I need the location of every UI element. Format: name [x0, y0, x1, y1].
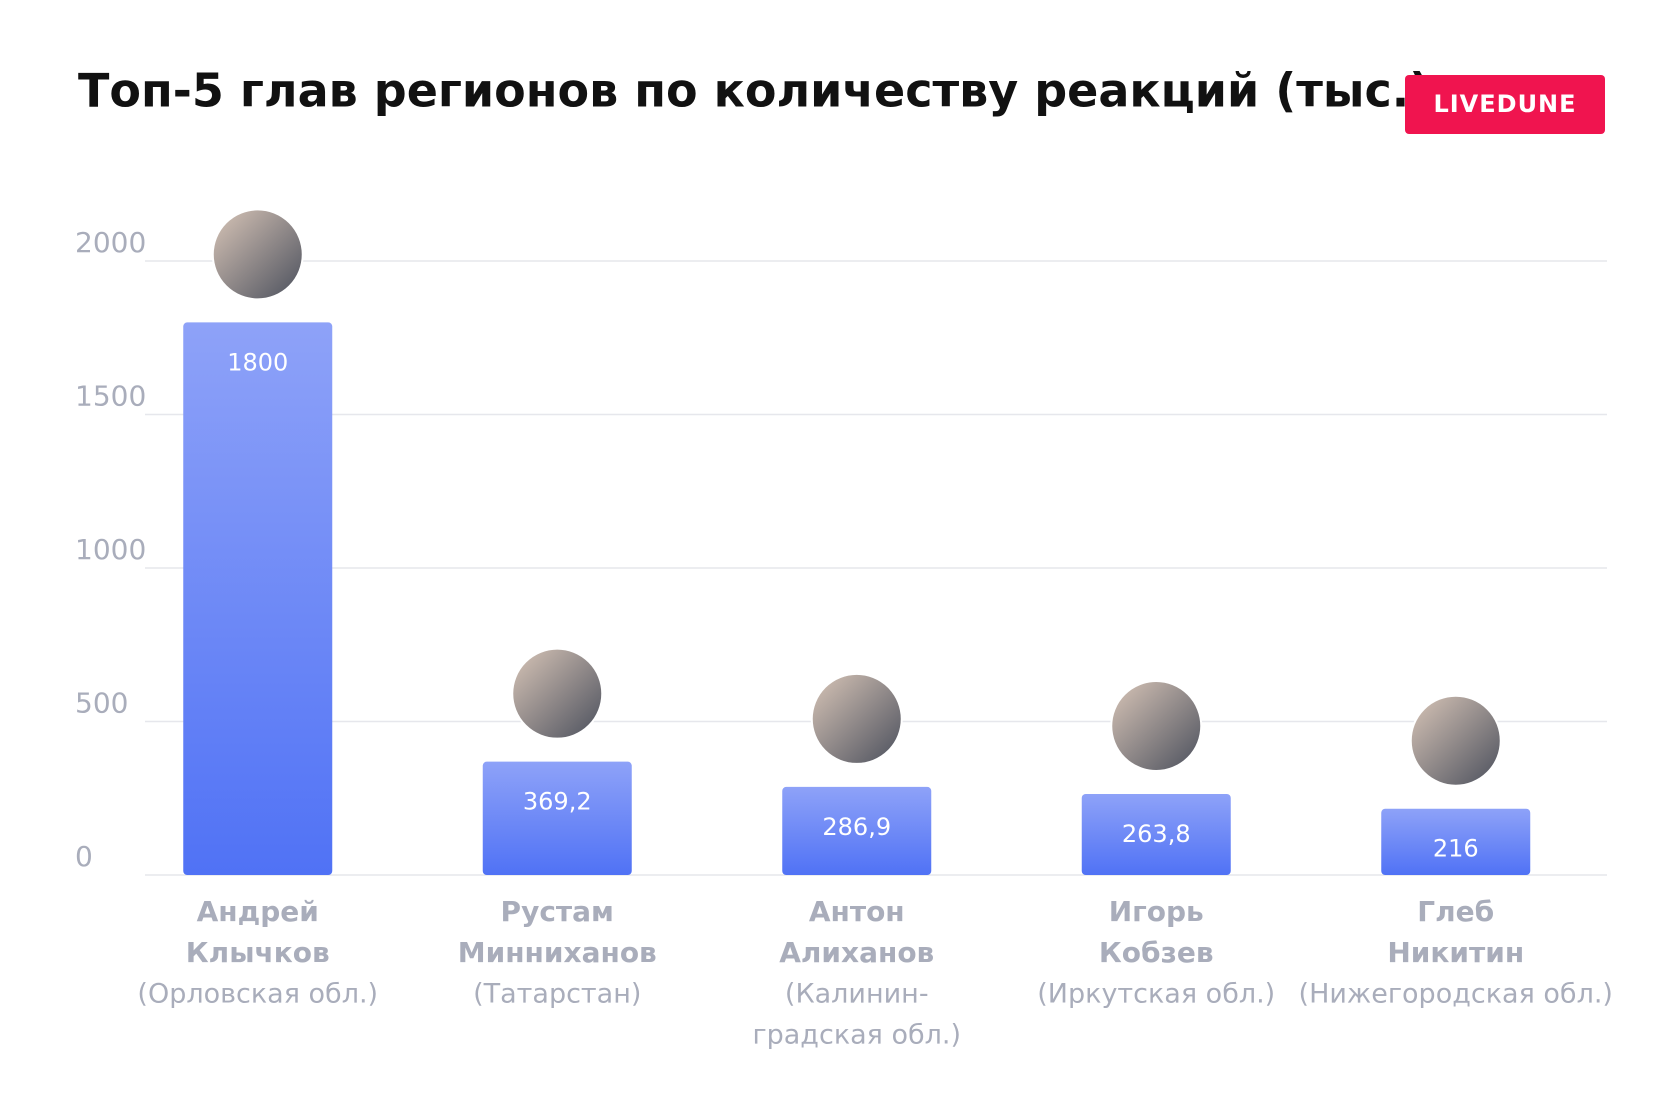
avatar	[511, 647, 604, 740]
category-region: градская обл.)	[752, 1020, 961, 1051]
bar	[183, 322, 333, 875]
category-region: (Нижегородская обл.)	[1299, 979, 1613, 1010]
category-name: Никитин	[1387, 936, 1524, 969]
value-label: 263,8	[1122, 820, 1191, 848]
bar	[1081, 794, 1231, 875]
y-tick-label: 500	[75, 687, 128, 720]
logo-badge	[1405, 75, 1605, 134]
y-tick-label: 1000	[75, 533, 146, 566]
avatar	[211, 208, 304, 301]
category-region: (Калинин-	[785, 979, 929, 1010]
category-name: Андрей	[197, 895, 319, 928]
value-label: 216	[1433, 835, 1479, 863]
category-name: Глеб	[1417, 895, 1494, 928]
category-name: Игорь	[1109, 895, 1204, 928]
category-region: (Татарстан)	[473, 979, 641, 1010]
value-label: 286,9	[822, 813, 891, 841]
y-tick-label: 2000	[75, 226, 146, 259]
value-label: 1800	[227, 348, 288, 376]
bar	[782, 786, 932, 875]
category-region: (Иркутская обл.)	[1037, 979, 1275, 1010]
category-name: Алиханов	[779, 936, 934, 969]
y-tick-label: 1500	[75, 380, 146, 413]
logo: LIVEDUNE	[1433, 90, 1576, 118]
avatar	[1110, 680, 1203, 773]
avatar	[1409, 694, 1502, 787]
y-tick-label: 0	[75, 840, 93, 873]
category-name: Антон	[809, 895, 905, 928]
avatar	[810, 672, 903, 765]
category-name: Клычков	[186, 936, 330, 969]
bar	[1381, 808, 1531, 875]
category-name: Рустам	[501, 895, 614, 928]
category-name: Кобзев	[1099, 936, 1214, 969]
category-region: (Орловская обл.)	[137, 979, 378, 1010]
chart-title: Топ-5 глав регионов по количеству реакци…	[78, 64, 1430, 118]
bar	[482, 761, 632, 875]
category-name: Минниханов	[458, 936, 657, 969]
value-label: 369,2	[523, 788, 592, 816]
